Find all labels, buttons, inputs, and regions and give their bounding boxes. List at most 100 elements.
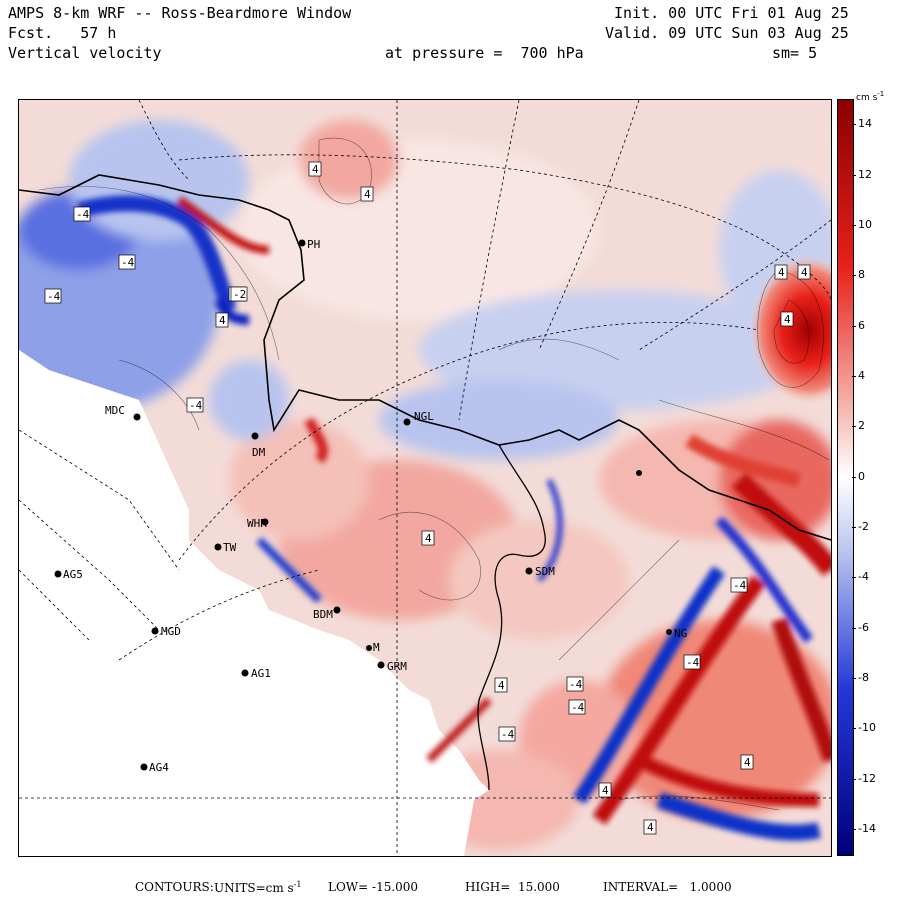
svg-text:4: 4 — [498, 679, 505, 692]
svg-text:-4: -4 — [571, 701, 585, 714]
red-cell-east — [749, 255, 831, 405]
contour-label: -4 — [566, 676, 584, 692]
coastline — [19, 174, 831, 541]
station-bdm: BDM — [313, 606, 341, 621]
strong-streaks — [256, 417, 831, 841]
station-sdm: SDM — [525, 565, 555, 578]
contour-value-labels: -4 -4 -4 -4 -4 -2 4 4 4 4 4 4 4 -4 -4 -4… — [44, 161, 811, 835]
station-tw: TW — [214, 541, 237, 554]
svg-text:4: 4 — [219, 314, 226, 327]
svg-text:4: 4 — [778, 266, 785, 279]
svg-text:-4: -4 — [121, 256, 135, 269]
svg-text:4: 4 — [312, 163, 319, 176]
station-ag1: AG1 — [241, 667, 271, 680]
colorbar-tick-mark — [852, 174, 856, 176]
contour-label: 4 — [797, 264, 811, 280]
colorbar-tick-mark — [852, 275, 856, 277]
colorbar-tick-mark — [852, 375, 856, 377]
svg-text:TW: TW — [223, 541, 237, 554]
svg-text:AG1: AG1 — [251, 667, 271, 680]
footer-contours: CONTOURS: — [135, 880, 214, 894]
station-ag5: AG5 — [54, 568, 83, 581]
svg-text:-4: -4 — [569, 678, 583, 691]
svg-text:MDC: MDC — [105, 404, 125, 417]
footer-low: LOW= -15.000 — [328, 880, 419, 894]
svg-text:-4: -4 — [76, 208, 90, 221]
map-title: AMPS 8-km WRF -- Ross-Beardmore Window — [8, 4, 352, 22]
svg-text:DM: DM — [252, 446, 266, 459]
colorbar-tick-mark — [852, 728, 856, 730]
station-whr: WHR — [247, 517, 269, 530]
contour-label: -4 — [44, 288, 62, 304]
colorbar-tick-label: 6 — [858, 318, 865, 332]
colorbar-tick-label: -4 — [858, 570, 869, 584]
vertical-velocity-map: PH MDC NGL DM WHR TW AG5 MGD AG1 AG4 SDM… — [18, 99, 832, 857]
footer-high: HIGH= 15.000 — [465, 880, 560, 894]
contour-label: -4 — [73, 206, 91, 222]
colorbar-tick-label: -8 — [858, 670, 869, 684]
svg-text:AG4: AG4 — [149, 761, 169, 774]
contour-label: 4 — [360, 186, 374, 202]
svg-text:4: 4 — [602, 784, 609, 797]
svg-text:4: 4 — [744, 756, 751, 769]
contour-label: 4 — [421, 530, 435, 546]
contour-label: 4 — [494, 677, 508, 693]
colorbar-tick-mark — [852, 526, 856, 528]
contour-label: 4 — [308, 161, 322, 177]
lat-lon-grid — [19, 100, 831, 856]
colorbar-tick-label: 4 — [858, 368, 865, 382]
contour-label: 4 — [643, 819, 657, 835]
svg-text:-4: -4 — [501, 728, 515, 741]
colorbar-tick-label: -12 — [858, 771, 876, 785]
svg-text:-2: -2 — [233, 288, 246, 301]
contour-label: 4 — [598, 782, 612, 798]
colorbar-tick-label: 2 — [858, 419, 865, 433]
svg-text:M: M — [373, 641, 380, 654]
station-mdc: MDC — [105, 404, 141, 421]
contour-label: -4 — [730, 577, 748, 593]
svg-text:4: 4 — [801, 266, 808, 279]
colorbar-tick-mark — [852, 778, 856, 780]
colorbar-tick-mark — [852, 828, 856, 830]
colorbar-tick-mark — [852, 627, 856, 629]
colorbar-tick-label: 10 — [858, 217, 872, 231]
footer-units: UNITS=cm s-1 — [214, 880, 302, 895]
colorbar-tick-label: -2 — [858, 519, 869, 533]
contour-label: -4 — [186, 397, 204, 413]
colorbar-tick-label: 8 — [858, 268, 865, 282]
colorbar-tick-mark — [852, 426, 856, 428]
svg-text:NGL: NGL — [414, 410, 434, 423]
ice-shelf-edge — [477, 444, 546, 791]
contour-label: -2 — [230, 286, 248, 302]
svg-text:4: 4 — [364, 188, 371, 201]
colorbar-tick-label: 12 — [858, 167, 872, 181]
colorbar — [837, 99, 854, 856]
colorbar-tick-mark — [852, 577, 856, 579]
colorbar-tick-label: -6 — [858, 620, 869, 634]
svg-text:PH: PH — [307, 238, 320, 251]
contour-label: -4 — [683, 654, 701, 670]
blue-streak-northwest — [77, 195, 270, 325]
svg-text:4: 4 — [784, 313, 791, 326]
colorbar-tick-mark — [852, 325, 856, 327]
svg-text:SDM: SDM — [535, 565, 555, 578]
station-ng: NG — [666, 627, 687, 640]
colorbar-tick-label: -14 — [858, 821, 876, 835]
station-ag4: AG4 — [140, 761, 169, 774]
forecast-hour: Fcst. 57 h — [8, 24, 117, 42]
svg-text:GRM: GRM — [387, 660, 407, 673]
svg-text:-4: -4 — [733, 579, 747, 592]
station-m: M — [366, 641, 380, 654]
svg-text:4: 4 — [425, 532, 432, 545]
colorbar-tick-label: 14 — [858, 117, 872, 131]
pressure-level: at pressure = 700 hPa — [385, 44, 584, 62]
footer-interval: INTERVAL= 1.0000 — [603, 880, 732, 894]
colorbar-units: cm s-1 — [856, 90, 885, 103]
no-data-region — [19, 350, 489, 856]
svg-text:WHR: WHR — [247, 517, 267, 530]
colorbar-tick-mark — [852, 124, 856, 126]
contour-label: 4 — [740, 754, 754, 770]
contour-label: -4 — [568, 699, 586, 715]
colorbar-tick-mark — [852, 677, 856, 679]
station-grm: GRM — [377, 660, 407, 673]
